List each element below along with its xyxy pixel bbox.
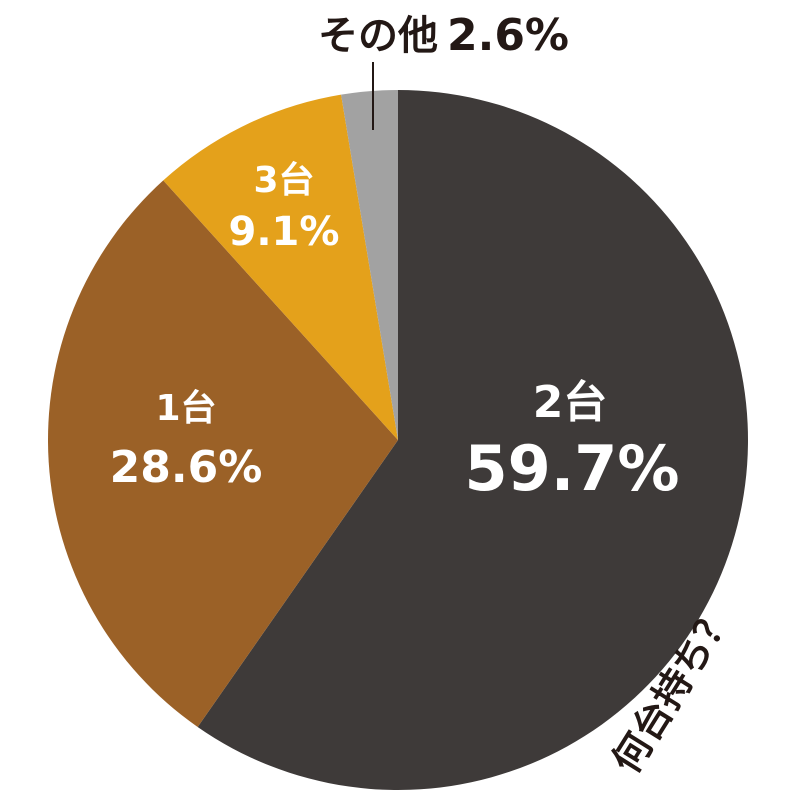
slice-label: 3台 [253,160,314,201]
pie-slice [197,90,749,790]
slice-label: 1台 [155,388,216,429]
pie [47,90,749,790]
value-label: 59.7% [464,432,679,505]
value-label: 28.6% [110,442,263,493]
value-label: 2.6% [447,10,569,61]
pie-slice [163,94,398,441]
pie-slice [341,90,398,440]
value-label: 9.1% [229,209,340,255]
slice-label: 2台 [533,377,608,428]
pie-slice [47,180,398,727]
slice-label: その他 [318,13,438,59]
